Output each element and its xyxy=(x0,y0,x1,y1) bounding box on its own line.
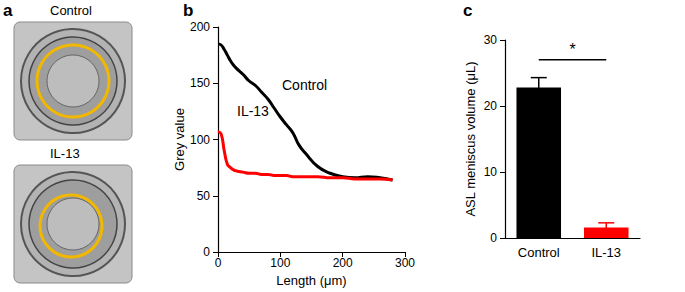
svg-text:Control: Control xyxy=(282,77,327,93)
svg-text:IL-13: IL-13 xyxy=(237,103,269,119)
svg-text:300: 300 xyxy=(395,256,415,270)
svg-text:20: 20 xyxy=(484,99,498,113)
svg-text:IL-13: IL-13 xyxy=(591,245,621,260)
svg-text:Control: Control xyxy=(518,245,560,260)
svg-text:200: 200 xyxy=(190,20,210,34)
svg-text:c: c xyxy=(463,1,472,20)
svg-text:100: 100 xyxy=(190,133,210,147)
svg-text:10: 10 xyxy=(484,165,498,179)
svg-text:Grey value: Grey value xyxy=(172,108,187,171)
svg-text:Control: Control xyxy=(50,3,92,18)
svg-text:b: b xyxy=(183,1,193,20)
svg-text:0: 0 xyxy=(490,231,497,245)
svg-text:0: 0 xyxy=(215,256,222,270)
svg-text:ASL meniscus volume (μL): ASL meniscus volume (μL) xyxy=(463,61,478,216)
svg-text:50: 50 xyxy=(197,189,211,203)
svg-text:IL-13: IL-13 xyxy=(50,146,80,161)
svg-text:100: 100 xyxy=(270,256,290,270)
svg-text:a: a xyxy=(3,1,13,20)
svg-text:150: 150 xyxy=(190,76,210,90)
svg-text:30: 30 xyxy=(484,33,498,47)
svg-text:200: 200 xyxy=(333,256,353,270)
svg-text:*: * xyxy=(569,41,575,58)
svg-text:0: 0 xyxy=(203,245,210,259)
svg-text:Length (μm): Length (μm) xyxy=(276,273,346,288)
